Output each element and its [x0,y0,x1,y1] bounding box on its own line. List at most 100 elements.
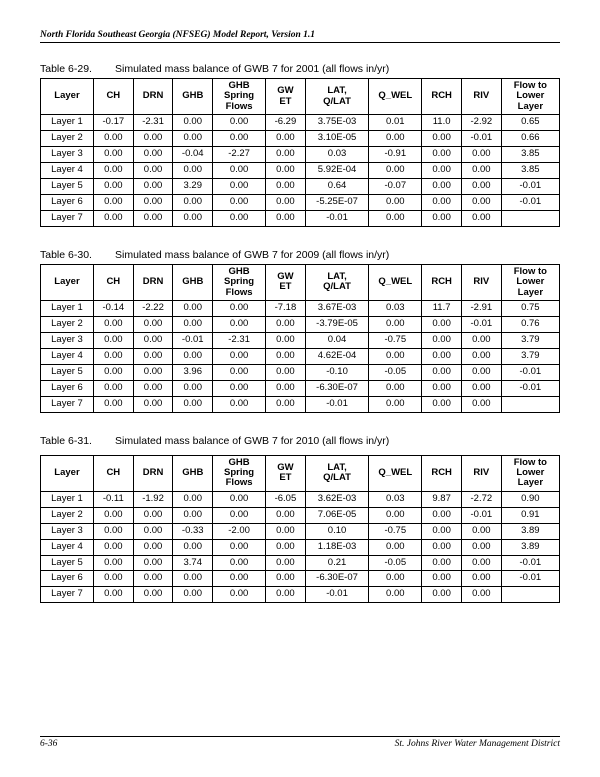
column-header: RIV [461,264,501,300]
data-cell: 0.00 [266,210,306,226]
data-cell [501,587,559,603]
data-cell: -0.33 [173,523,213,539]
data-cell: 0.00 [93,194,133,210]
data-cell: -2.72 [461,491,501,507]
data-cell: 0.00 [422,348,462,364]
data-cell: 0.00 [266,364,306,380]
data-cell: 0.00 [213,571,266,587]
data-cell: 0.00 [266,317,306,333]
column-header: Layer [41,264,94,300]
data-cell: -0.01 [501,571,559,587]
column-header: DRN [133,79,173,115]
data-cell: 0.00 [133,396,173,412]
data-cell: 0.00 [133,539,173,555]
data-cell: 0.00 [133,163,173,179]
data-cell: 0.00 [213,396,266,412]
data-cell: -0.01 [305,210,369,226]
table-row: Layer 1-0.14-2.220.000.00-7.183.67E-030.… [41,301,560,317]
data-cell: 0.00 [266,348,306,364]
table-row: Layer 70.000.000.000.000.00-0.010.000.00… [41,210,560,226]
data-cell: 0.21 [305,555,369,571]
data-cell: 3.85 [501,147,559,163]
data-cell: 0.00 [266,523,306,539]
data-cell: 0.00 [422,131,462,147]
data-cell: 3.62E-03 [305,491,369,507]
data-cell: 0.65 [501,115,559,131]
column-header: GWET [266,79,306,115]
data-cell: 0.00 [266,539,306,555]
row-label: Layer 1 [41,301,94,317]
data-cell: 0.00 [173,131,213,147]
table-caption: Table 6-31.Simulated mass balance of GWB… [40,435,560,447]
data-cell: 0.00 [369,380,422,396]
column-header: Q_WEL [369,455,422,491]
data-cell: 0.00 [213,131,266,147]
data-cell: -0.75 [369,332,422,348]
data-cell: -2.31 [213,332,266,348]
data-cell: 0.00 [422,210,462,226]
data-cell: 0.00 [461,163,501,179]
data-cell: 0.00 [93,131,133,147]
table-title: Simulated mass balance of GWB 7 for 2001… [115,63,389,75]
data-cell: 0.00 [461,147,501,163]
data-cell: 3.10E-05 [305,131,369,147]
data-cell: -2.91 [461,301,501,317]
table-caption: Table 6-29.Simulated mass balance of GWB… [40,63,560,75]
row-label: Layer 1 [41,115,94,131]
column-header: CH [93,79,133,115]
data-cell: 7.06E-05 [305,507,369,523]
column-header: GHB [173,264,213,300]
data-cell: 0.00 [213,194,266,210]
data-cell: 0.00 [422,194,462,210]
data-cell: 0.00 [173,194,213,210]
data-cell: 0.03 [369,301,422,317]
data-cell: 0.00 [422,539,462,555]
data-cell: 3.75E-03 [305,115,369,131]
data-cell: 0.00 [213,179,266,195]
data-cell: 0.00 [93,163,133,179]
data-cell: 0.00 [266,380,306,396]
data-cell: -0.01 [501,364,559,380]
data-cell: 0.00 [173,115,213,131]
footer-org: St. Johns River Water Management Distric… [395,739,560,749]
data-cell: 0.00 [461,332,501,348]
data-cell: 0.00 [369,571,422,587]
table-row: Layer 20.000.000.000.000.00-3.79E-050.00… [41,317,560,333]
data-cell: 0.00 [213,491,266,507]
data-cell: 0.00 [369,396,422,412]
table-row: Layer 70.000.000.000.000.00-0.010.000.00… [41,587,560,603]
table-title: Simulated mass balance of GWB 7 for 2010… [115,435,389,447]
data-cell: 11.7 [422,301,462,317]
data-cell: 0.00 [461,523,501,539]
data-cell: 0.03 [369,491,422,507]
data-cell: 0.00 [213,210,266,226]
table-row: Layer 1-0.17-2.310.000.00-6.293.75E-030.… [41,115,560,131]
data-cell: 0.00 [461,571,501,587]
row-label: Layer 7 [41,396,94,412]
data-cell: 0.00 [461,194,501,210]
data-cell: 11.0 [422,115,462,131]
data-cell: -0.05 [369,555,422,571]
data-cell: -2.22 [133,301,173,317]
data-table: LayerCHDRNGHBGHBSpringFlowsGWETLAT,Q/LAT… [40,455,560,604]
data-cell: 0.00 [213,301,266,317]
data-cell: 0.00 [93,147,133,163]
data-cell: -0.01 [501,179,559,195]
table-row: Layer 60.000.000.000.000.00-6.30E-070.00… [41,571,560,587]
column-header: Q_WEL [369,264,422,300]
data-cell: 0.00 [266,147,306,163]
data-cell: 0.64 [305,179,369,195]
data-cell: 0.90 [501,491,559,507]
data-cell: -2.31 [133,115,173,131]
data-cell: 0.00 [422,507,462,523]
data-cell: 0.03 [305,147,369,163]
data-cell: 0.00 [93,523,133,539]
column-header: GWET [266,455,306,491]
data-cell: 3.89 [501,523,559,539]
data-cell: -0.01 [461,131,501,147]
column-header: DRN [133,264,173,300]
data-cell: 0.00 [133,194,173,210]
table-row: Layer 30.000.00-0.04-2.270.000.03-0.910.… [41,147,560,163]
table-row: Layer 30.000.00-0.33-2.000.000.10-0.750.… [41,523,560,539]
column-header: RCH [422,79,462,115]
